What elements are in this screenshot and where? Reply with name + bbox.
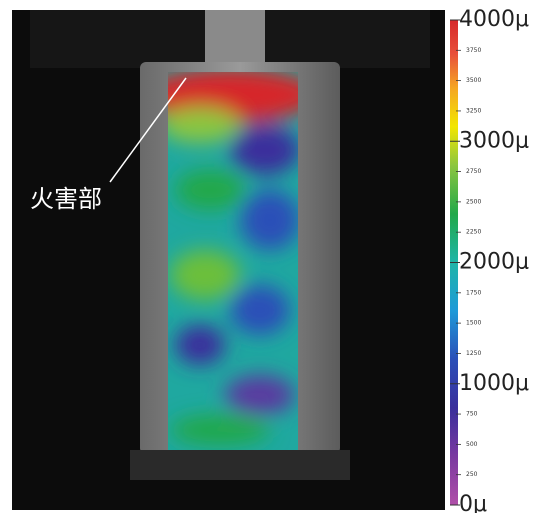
colorbar-minor-label: 2250 [466, 229, 481, 236]
colorbar-major-label: 3000μ [459, 128, 529, 153]
page: 火害部 4000μ 3000μ 2000μ 1000μ 0μ 3750 3500 3250 27… [0, 0, 550, 513]
colorbar-minor-label: 2500 [466, 198, 481, 205]
colorbar-minor-label: 250 [466, 471, 478, 478]
colorbar-major-label: 0μ [459, 492, 487, 513]
colorbar-minor-label: 1500 [466, 320, 481, 327]
colorbar-minor-label: 750 [466, 411, 478, 418]
annotation-label: 火害部 [30, 185, 102, 213]
colorbar-minor-label: 1250 [466, 350, 481, 357]
colorbar-minor-label: 3500 [466, 77, 481, 84]
colorbar-minor-label: 1750 [466, 289, 481, 296]
colorbar-minor-label: 3750 [466, 47, 481, 54]
colorbar-major-label: 4000μ [459, 7, 529, 32]
base-plate [130, 450, 350, 480]
colorbar-minor-label: 500 [466, 441, 478, 448]
colorbar-minor-label: 3250 [466, 107, 481, 114]
colorbar-major-label: 2000μ [459, 250, 529, 275]
loading-rod [205, 10, 265, 70]
colorbar-major-label: 1000μ [459, 371, 529, 396]
colorbar-minor-label: 2750 [466, 168, 481, 175]
figure: 火害部 4000μ 3000μ 2000μ 1000μ 0μ 3750 3500 3250 27… [0, 0, 550, 513]
